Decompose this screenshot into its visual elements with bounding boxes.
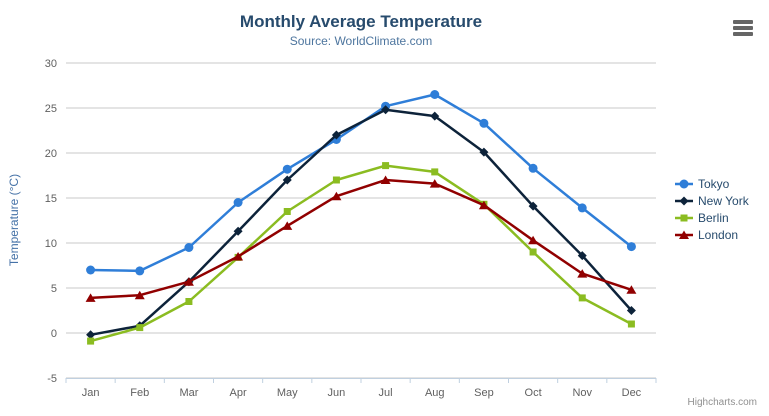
y-axis-labels: -5 0 5 10 15 20 25 30 (45, 58, 57, 385)
series-line-new-york (89, 108, 633, 337)
data-point-berlin-jun[interactable] (332, 176, 340, 184)
legend-label-new-york[interactable]: New York (698, 194, 750, 208)
data-point-tokyo-nov[interactable] (577, 203, 587, 213)
data-point-new-york-dec[interactable] (626, 306, 636, 315)
data-point-london-sep[interactable] (478, 200, 489, 210)
data-point-london-may[interactable] (282, 221, 293, 230)
data-point-new-york-nov[interactable] (577, 251, 587, 261)
x-axis-tick-label: Nov (572, 387, 592, 399)
data-point-tokyo-sep[interactable] (479, 118, 489, 128)
x-axis-tick-label: Dec (622, 387, 642, 399)
data-point-london-apr[interactable] (233, 252, 244, 261)
y-axis-tick-label: 5 (51, 283, 57, 295)
data-point-london-jul[interactable] (380, 175, 391, 185)
data-point-new-york-jul[interactable] (381, 105, 391, 115)
y-axis-tick-label: 20 (45, 148, 57, 160)
legend: Tokyo New York Berlin London (675, 177, 750, 242)
y-axis-tick-label: 10 (45, 238, 57, 250)
data-point-london-aug[interactable] (429, 179, 440, 188)
legend-label-london[interactable]: London (698, 228, 738, 242)
data-point-new-york-oct[interactable] (528, 201, 538, 211)
y-axis-tick-label: 15 (45, 193, 57, 205)
data-point-london-jan[interactable] (85, 293, 96, 302)
series-london (85, 175, 637, 302)
legend-label-berlin[interactable]: Berlin (698, 211, 729, 225)
data-point-new-york-apr[interactable] (233, 226, 243, 236)
series-line-berlin (89, 164, 633, 343)
legend-item-tokyo[interactable]: Tokyo (675, 177, 730, 191)
y-axis-tick-label: 25 (45, 103, 57, 115)
x-axis-tick-label: Jul (379, 387, 393, 399)
series-group (85, 90, 637, 345)
legend-item-new-york[interactable]: New York (675, 194, 750, 208)
series-line-london (89, 178, 633, 300)
legend-label-tokyo[interactable]: Tokyo (698, 177, 730, 191)
hamburger-menu-icon[interactable] (730, 16, 756, 40)
x-axis (65, 378, 657, 383)
data-point-london-nov[interactable] (577, 269, 588, 278)
data-point-berlin-jul[interactable] (382, 162, 390, 170)
data-point-berlin-oct[interactable] (529, 248, 537, 256)
x-axis-tick-label: Aug (425, 387, 445, 399)
x-axis-tick-label: Feb (130, 387, 149, 399)
x-axis-labels: Jan Feb Mar Apr May Jun Jul Aug Sep Oct Nov Dec (82, 387, 642, 399)
data-point-tokyo-aug[interactable] (430, 90, 440, 99)
data-point-new-york-aug[interactable] (430, 111, 440, 121)
y-axis-tick-label: -5 (47, 373, 57, 385)
data-point-london-mar[interactable] (183, 277, 194, 286)
series-new-york (86, 105, 636, 340)
x-axis-tick-label: Jan (82, 387, 100, 399)
data-point-london-dec[interactable] (626, 285, 637, 294)
x-axis-tick-label: Apr (230, 387, 247, 399)
data-point-tokyo-may[interactable] (282, 164, 292, 174)
data-point-berlin-may[interactable] (283, 208, 291, 215)
hamburger-menu-bar[interactable] (733, 20, 753, 24)
hamburger-menu-bar[interactable] (733, 32, 753, 36)
data-point-london-jun[interactable] (331, 191, 342, 201)
data-point-tokyo-dec[interactable] (626, 242, 636, 252)
data-point-london-feb[interactable] (134, 290, 145, 300)
hamburger-menu-bar[interactable] (733, 26, 753, 30)
highcharts-credit-link[interactable]: Highcharts.com (688, 397, 757, 408)
x-axis-tick-label: Sep (474, 387, 494, 399)
data-point-new-york-jan[interactable] (86, 330, 96, 340)
legend-triangle-icon (679, 230, 689, 239)
x-axis-tick-label: Oct (525, 387, 542, 399)
chart-title: Monthly Average Temperature (240, 12, 482, 31)
series-tokyo (86, 90, 636, 276)
y-axis-title: Temperature (°C) (7, 174, 21, 266)
x-axis-tick-label: Jun (328, 387, 346, 399)
legend-circle-icon (679, 179, 689, 189)
x-axis-tick-label: May (277, 387, 298, 399)
data-point-berlin-mar[interactable] (185, 298, 193, 305)
data-point-berlin-nov[interactable] (578, 294, 586, 302)
series-line-tokyo (89, 93, 633, 273)
y-axis-tick-label: 30 (45, 58, 57, 70)
y-axis-tick-label: 0 (51, 328, 57, 340)
data-point-tokyo-feb[interactable] (135, 266, 145, 276)
data-point-tokyo-mar[interactable] (184, 243, 194, 252)
data-point-berlin-feb[interactable] (136, 324, 144, 332)
data-point-new-york-may[interactable] (282, 175, 292, 185)
data-point-berlin-dec[interactable] (627, 320, 635, 328)
data-point-tokyo-apr[interactable] (233, 198, 243, 207)
data-point-london-oct[interactable] (528, 235, 539, 245)
data-point-berlin-jan[interactable] (87, 337, 95, 345)
data-point-berlin-aug[interactable] (431, 168, 439, 176)
legend-square-icon (680, 214, 688, 222)
data-point-new-york-jun[interactable] (331, 130, 341, 140)
x-axis-tick-label: Mar (179, 387, 198, 399)
legend-item-london[interactable]: London (675, 228, 738, 242)
legend-item-berlin[interactable]: Berlin (675, 211, 729, 225)
legend-diamond-icon (679, 196, 689, 206)
data-point-tokyo-oct[interactable] (528, 163, 538, 173)
data-point-new-york-sep[interactable] (479, 147, 489, 157)
y-gridlines (66, 62, 656, 379)
chart-subtitle: Source: WorldClimate.com (290, 34, 433, 48)
data-point-tokyo-jan[interactable] (86, 265, 96, 275)
